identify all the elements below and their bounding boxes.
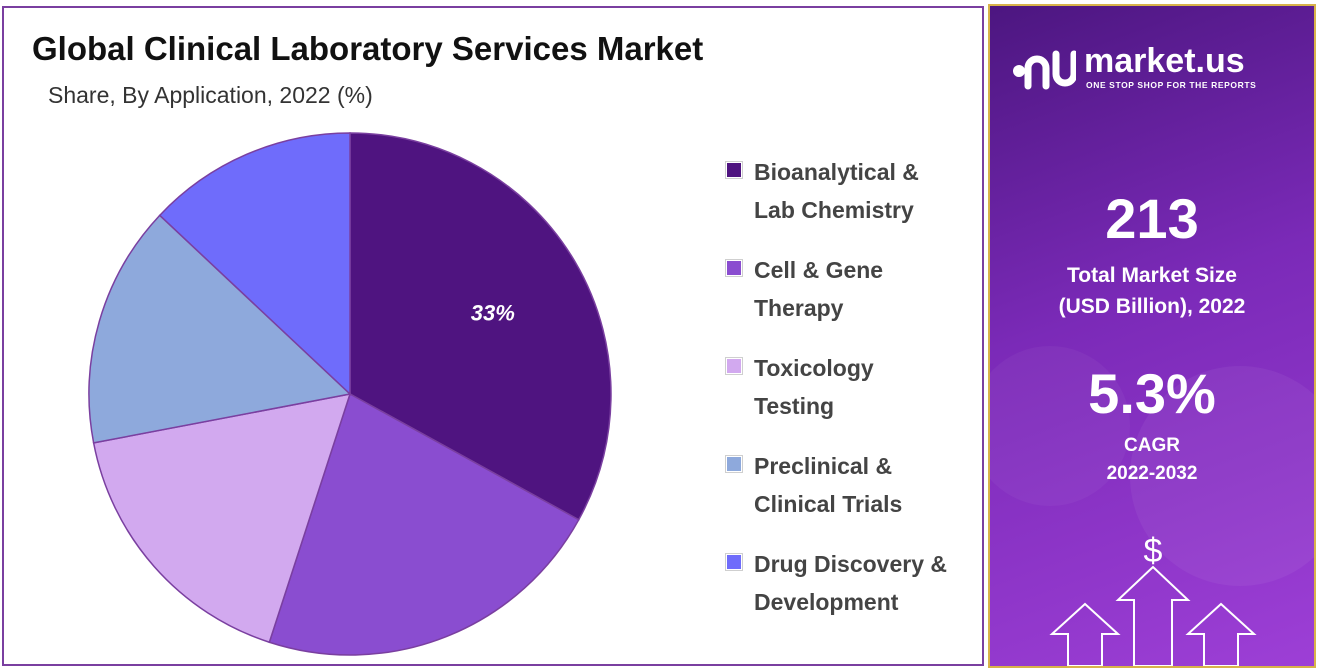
- brand-name: market.us: [1084, 42, 1245, 80]
- market-size-label: Total Market Size (USD Billion), 2022: [990, 260, 1314, 322]
- summary-sidebar: $ market.us ONE STOP SHOP FOR THE REPORT…: [988, 4, 1316, 668]
- cagr-label-line: CAGR: [1124, 435, 1180, 456]
- cagr-label: CAGR 2022-2032: [990, 432, 1314, 488]
- legend-swatch: [725, 161, 743, 179]
- cagr-label-line: 2022-2032: [1106, 463, 1198, 484]
- legend-label: Cell & Gene: [754, 257, 884, 283]
- pie-slice-2: [268, 392, 580, 656]
- legend: Bioanalytical & Lab Chemistry Cell & Gen…: [725, 153, 981, 643]
- legend-item-toxicology: Toxicology Testing: [725, 349, 981, 447]
- legend-label: Toxicology: [754, 355, 874, 381]
- legend-item-preclinical: Preclinical & Clinical Trials: [725, 447, 981, 545]
- market-size-value: 213: [1105, 187, 1199, 250]
- legend-item-bioanalytical: Bioanalytical & Lab Chemistry: [725, 153, 981, 251]
- market-size-label-line: Total Market Size: [1067, 264, 1237, 287]
- market-us-logo-icon: [1013, 50, 1076, 90]
- decorative-background: $: [990, 346, 1314, 666]
- svg-text:$: $: [1144, 532, 1163, 570]
- pie-data-label: 33%: [471, 300, 515, 325]
- dollar-icon: $: [1144, 532, 1163, 570]
- legend-label: Drug Discovery &: [754, 551, 948, 577]
- legend-item-drug-discovery: Drug Discovery & Development: [725, 545, 981, 643]
- chart-panel: Global Clinical Laboratory Services Mark…: [2, 6, 984, 666]
- brand-header: market.us ONE STOP SHOP FOR THE REPORTS: [1012, 42, 1302, 94]
- legend-swatch: [725, 553, 743, 571]
- market-size-label-line: (USD Billion), 2022: [1058, 295, 1246, 318]
- legend-label: Therapy: [754, 295, 844, 321]
- legend-label: Testing: [754, 393, 835, 419]
- legend-label: Clinical Trials: [754, 491, 903, 517]
- legend-swatch: [725, 357, 743, 375]
- pie-slice-4: [88, 214, 352, 444]
- pie-chart: 33%: [88, 132, 612, 656]
- pie-slice-3: [92, 393, 352, 644]
- legend-label: Bioanalytical &: [754, 159, 919, 185]
- legend-label: Lab Chemistry: [754, 197, 914, 223]
- legend-label: Development: [754, 589, 899, 615]
- chart-subtitle: Share, By Application, 2022 (%): [48, 82, 373, 108]
- pie-slice-5: [158, 132, 351, 396]
- brand-tagline: ONE STOP SHOP FOR THE REPORTS: [1086, 80, 1257, 90]
- legend-label: Preclinical &: [754, 453, 893, 479]
- legend-swatch: [725, 259, 743, 277]
- cagr-value: 5.3%: [1088, 362, 1216, 425]
- chart-title: Global Clinical Laboratory Services Mark…: [32, 30, 704, 67]
- up-arrow-icon: [1049, 565, 1257, 666]
- legend-swatch: [725, 455, 743, 473]
- pie-slice-1: [349, 132, 612, 521]
- legend-item-cell-gene: Cell & Gene Therapy: [725, 251, 981, 349]
